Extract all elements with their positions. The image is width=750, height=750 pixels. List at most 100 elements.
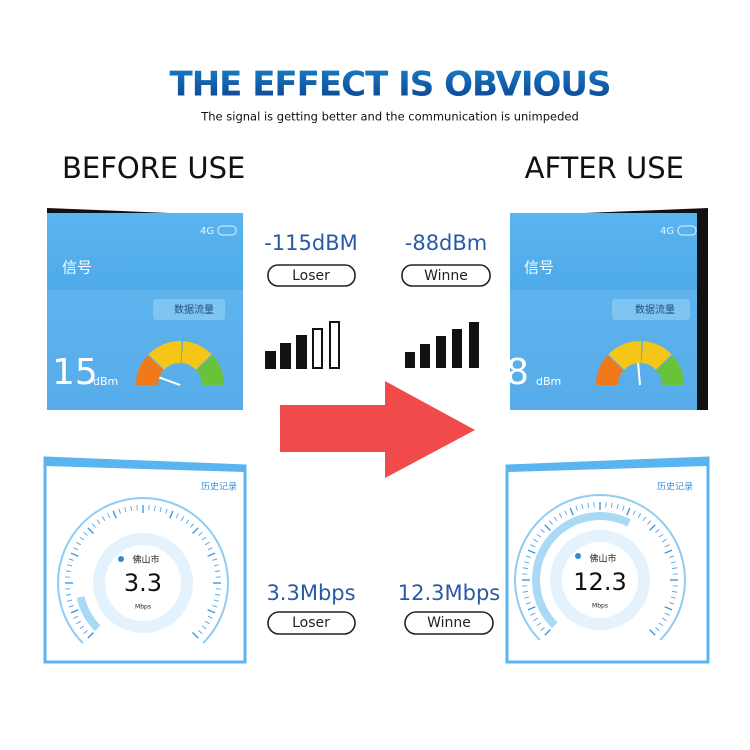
history: 历史记录 <box>657 481 693 493</box>
arrow <box>280 381 475 478</box>
speed-gauge <box>514 493 687 641</box>
gauge-tick <box>67 599 73 602</box>
title: THE EFFECT IS OBVIOUS <box>170 65 611 105</box>
strong-signal-icon <box>405 322 479 368</box>
gauge-tick <box>672 567 678 569</box>
gauge-segment <box>656 355 684 385</box>
gauge-tick <box>558 513 563 518</box>
gauge-segment <box>196 355 224 385</box>
gauge-tick <box>669 602 675 605</box>
gauge-tick <box>658 533 664 538</box>
gauge-tick <box>101 516 106 521</box>
gauge-tick <box>664 544 670 548</box>
gauge-tick <box>87 527 94 534</box>
gauge-tick <box>165 508 168 514</box>
gauge-fill <box>532 511 631 629</box>
badge-pill <box>401 264 491 287</box>
gauge-tick <box>530 612 536 616</box>
gauge-tick <box>73 547 79 551</box>
gauge-tick <box>192 632 199 639</box>
panel-label: 信号 <box>62 259 92 277</box>
subtitle: The signal is getting better and the com… <box>200 110 579 124</box>
gauge-tick <box>207 552 216 557</box>
gauge-tick <box>83 630 88 634</box>
signal-gauge <box>596 341 684 386</box>
gauge-tick <box>540 529 545 533</box>
gauge-tick <box>92 523 96 528</box>
gauge-tick <box>190 523 194 528</box>
speed: 3.3 <box>124 569 162 597</box>
location-pin <box>575 553 581 559</box>
status: 4G <box>200 226 214 237</box>
badge-pill <box>267 264 356 287</box>
gauge-tick <box>65 594 71 596</box>
gauge-tick <box>622 505 625 511</box>
gauge-tick <box>207 609 216 614</box>
speed-value: 12.3Mbps <box>398 581 500 605</box>
gauge-tick <box>655 627 660 631</box>
gauge-tick <box>662 538 667 543</box>
gauge-tick <box>587 502 589 508</box>
gauge-tick <box>527 606 536 611</box>
gauge-tick <box>215 594 221 596</box>
reading: 8 <box>506 352 529 393</box>
unit: dBm <box>93 375 118 388</box>
gauge-tick <box>213 564 219 567</box>
before-heading: BEFORE USE <box>62 151 245 185</box>
gauge-segment <box>181 341 212 370</box>
gauge-tick <box>522 567 528 569</box>
gauge-tick <box>637 513 642 518</box>
gauge-tick <box>87 632 94 639</box>
gauge-tick <box>536 622 542 627</box>
gauge-tick <box>524 596 530 599</box>
location-pin <box>118 556 124 562</box>
gauge-tick <box>215 570 221 572</box>
signal-value: -88dBm <box>405 231 488 255</box>
badge-pill <box>404 611 494 635</box>
after-speed-panel: 历史记录 佛山市 12.3 Mbps <box>505 456 710 664</box>
badge: Winne <box>424 268 468 284</box>
gauge-tick <box>154 505 156 511</box>
gauge-tick <box>569 507 574 516</box>
gauge-tick <box>207 615 213 619</box>
button: 数据流量 <box>174 303 214 316</box>
gauge-tick <box>213 599 219 602</box>
gauge-tick <box>76 620 81 625</box>
gauge-tick <box>201 536 207 541</box>
gauge-tick <box>73 615 79 619</box>
gauge-tick <box>632 510 636 516</box>
gauge-needle <box>637 362 641 386</box>
gauge-tick <box>525 555 531 558</box>
gauge-tick <box>212 605 218 608</box>
gauge-tick <box>112 510 117 519</box>
gauge-tick <box>553 516 558 522</box>
gauge-tick <box>180 516 185 521</box>
gauge-tick <box>544 629 551 636</box>
gauge-tick <box>664 549 673 554</box>
gauge-tick <box>649 629 656 636</box>
before-speed-panel: 历史记录 佛山市 3.3 Mbps <box>43 456 247 664</box>
gauge-tick <box>616 504 619 510</box>
gauge-face <box>105 545 181 621</box>
unit: dBm <box>536 375 561 388</box>
gauge-tick <box>544 524 551 531</box>
gauge-tick <box>198 532 203 536</box>
gauge-tick <box>70 552 79 557</box>
gauge-segment <box>608 341 642 370</box>
gauge-segment <box>148 341 182 370</box>
unit: Mbps <box>135 604 151 611</box>
gauge-tick <box>533 538 538 543</box>
signal-gauge <box>136 341 224 386</box>
gauge-tick <box>192 527 199 534</box>
gauge-tick <box>118 508 121 514</box>
gauge-tick <box>83 532 88 536</box>
gauge-tick <box>79 536 85 541</box>
speed-value: 3.3Mbps <box>266 581 355 605</box>
gauge-tick <box>212 558 218 561</box>
city: 佛山市 <box>132 554 159 566</box>
badge-pill <box>267 611 356 635</box>
gauge-tick <box>670 596 676 599</box>
gauge-tick <box>670 561 676 564</box>
weak-signal-icon <box>265 321 340 369</box>
